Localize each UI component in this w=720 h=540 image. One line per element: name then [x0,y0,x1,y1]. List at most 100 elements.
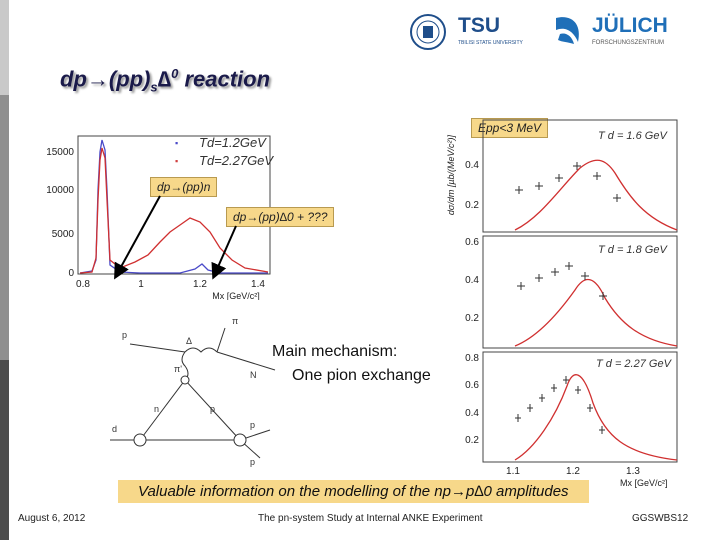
panel2-data-point [535,274,543,282]
panel3-y-tick: 0.8 [465,353,479,364]
diagram-label: Δ [186,336,192,346]
footer-title: The pn-system Study at Internal ANKE Exp… [258,513,483,524]
panel1-y-tick: 0.2 [465,200,479,211]
diagram-label: π [232,316,238,326]
panel3-data-point [575,386,581,394]
diagram-pion-line [184,347,218,353]
panel2-y-tick: 0.4 [465,275,479,286]
sidebar-bar-top [0,0,9,95]
label-dp-ppn: dp→(pp)n [150,177,218,197]
cross-section-panels: 0.4 0.2 0.6 0.4 0.2 0.8 0.6 0.4 0.2 1.1 … [465,119,678,477]
mechanism-line-2: One pion exchange [292,367,431,384]
diagram-label: p [250,457,255,467]
title-delta: ∆ [157,66,172,92]
panel1-data-point [613,194,621,202]
panel1-data-point [555,174,563,182]
panel2-curve [514,279,678,347]
panel3-td-label: T d = 2.27 GeV [596,358,671,370]
label-dp-pp-delta: dp→(pp)∆0 + ??? [226,207,335,227]
slide-title: dp→(pp)s∆0 reaction [60,66,270,95]
panel2-y-tick: 0.6 [465,237,479,248]
panel3-data-point [527,404,533,412]
julich-logo: JÜLICH FORSCHUNGSZENTRUM [552,12,672,52]
title-rest: reaction [178,66,271,92]
panel3-y-tick: 0.2 [465,435,479,446]
panel2-data-point [581,272,589,280]
diagram-line [184,379,241,441]
diagram-label: p [122,330,127,340]
panel-x-tick: 1.1 [506,466,520,477]
panel3-data-point [515,414,521,422]
spectrum-y-tick: 10000 [46,185,74,196]
panel-x-tick: 1.2 [566,466,580,477]
panel3-data-point [599,426,605,434]
tsu-logo-subtitle: TBILISI STATE UNIVERSITY [458,40,523,46]
conclusion-banner: Valuable information on the modelling of… [118,480,589,503]
spectrum-x-tick: 1.4 [251,279,265,290]
vertex-circle [180,375,190,385]
arrow-ppn [114,195,161,280]
panel-x-tick: 1.3 [626,466,640,477]
panel3-curve [514,374,678,461]
missing-mass-spectrum: 15000 10000 5000 0 0.8 1 1.2 1.4 Mx [GeV… [46,135,271,300]
diagram-line [216,327,226,353]
panel-frame-2 [482,235,678,349]
vertex-circle [233,433,247,447]
panel2-data-point [551,268,559,276]
tsu-logo-name: TSU [458,14,500,37]
julich-swoosh-icon [556,17,579,44]
spectrum-curve-red [79,147,269,274]
title-sub: s [150,79,158,95]
panel-frame-1 [482,119,678,233]
diagram-label: n [154,404,159,414]
mechanism-line-1: Main mechanism: [272,343,398,360]
legend-item: ▪ Td=2.27GeV [175,152,273,170]
spectrum-legend: ▪ Td=1.2GeV ▪ Td=2.27GeV [175,134,273,170]
diagram-label: π' [174,364,182,374]
diagram-label: p [210,404,215,414]
panel3-data-point [587,404,593,412]
legend-item: ▪ Td=1.2GeV [175,134,273,152]
footer-code: GGSWBS12 [632,513,689,524]
panels-x-label: Mx [GeV/c²] [620,478,668,488]
spectrum-y-tick: 5000 [52,229,75,240]
footer-date: August 6, 2012 [18,513,86,524]
panel3-y-tick: 0.6 [465,380,479,391]
panel1-data-point [593,172,601,180]
panel1-data-point [515,186,523,194]
panel3-data-point [563,376,569,384]
diagram-line [139,379,186,441]
panel1-y-tick: 0.4 [465,160,479,171]
panel2-y-tick: 0.2 [465,313,479,324]
spectrum-x-tick: 1.2 [193,279,207,290]
sidebar-bar-mid [0,95,9,360]
panel2-data-point [517,282,525,290]
diagram-label: p [250,420,255,430]
title-main: dp→(pp) [60,66,151,92]
diagram-label: d [112,424,117,434]
bullet-icon: ▪ [175,156,179,167]
tsu-seal-icon [410,14,446,50]
legend-label: Td=2.27GeV [199,153,274,169]
spectrum-y-tick: 15000 [46,147,74,158]
feynman-diagram: p π Δ π' N n p d p p [110,316,276,467]
panel2-td-label: T d = 1.8 GeV [598,244,667,256]
panel1-td-label: T d = 1.6 GeV [598,130,667,142]
spectrum-x-tick: 1 [138,279,144,290]
panel2-data-point [565,262,573,270]
spectrum-x-tick: 0.8 [76,279,90,290]
spectrum-y-tick: 0 [68,268,74,279]
panel1-curve [514,159,678,231]
panel3-data-point [551,384,557,392]
panel1-data-point [535,182,543,190]
panel3-y-tick: 0.4 [465,408,479,419]
diagram-label: N [250,370,257,380]
panel3-data-point [539,394,545,402]
arrow-delta [211,225,237,280]
mechanism-text: Main mechanism: One pion exchange [272,340,431,388]
bullet-icon: ▪ [175,138,179,149]
legend-label: Td=1.2GeV [199,135,266,150]
spectrum-x-label: Mx [GeV/c²] [212,291,260,300]
sidebar-bar-bottom [0,360,9,540]
